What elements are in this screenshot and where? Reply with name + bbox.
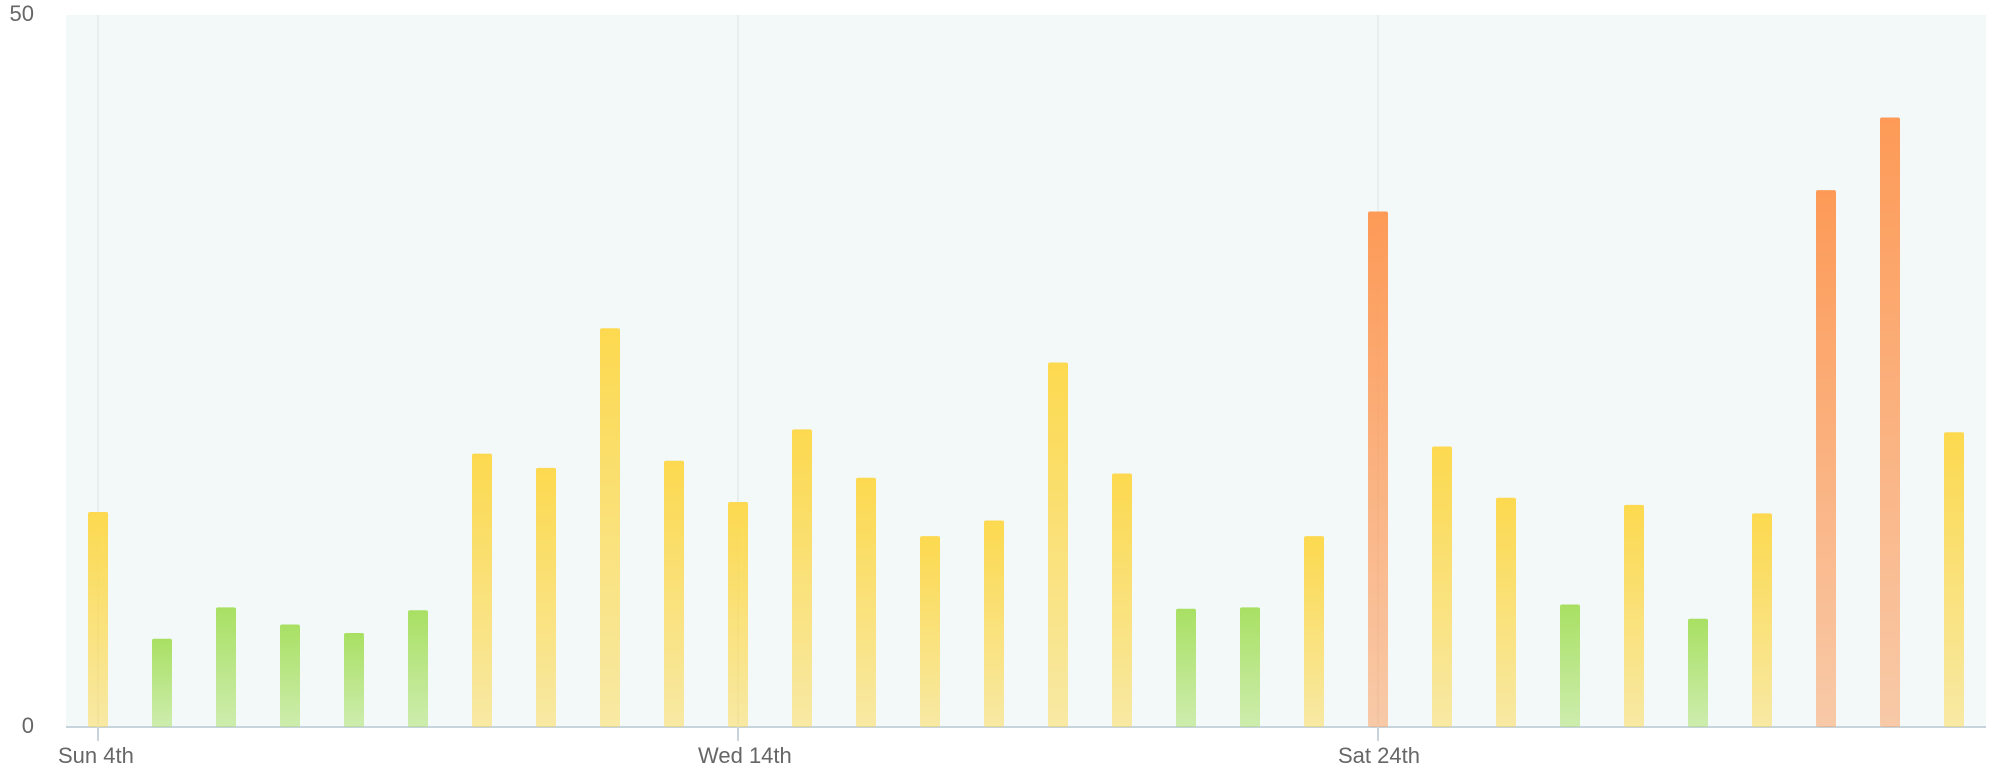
bar	[856, 477, 876, 727]
bar	[920, 536, 940, 727]
bar	[88, 511, 108, 727]
bar	[1944, 432, 1964, 727]
bar	[472, 453, 492, 727]
y-tick-label: 50	[10, 1, 34, 26]
bar	[1752, 513, 1772, 727]
bar	[984, 520, 1004, 727]
bar	[1240, 607, 1260, 727]
bar	[1880, 117, 1900, 727]
bar	[280, 624, 300, 727]
plot-background	[66, 15, 1986, 727]
bar	[152, 638, 172, 727]
bar	[344, 633, 364, 727]
bar	[408, 610, 428, 727]
x-tick-label: Sun 4th	[58, 743, 134, 768]
bar	[1112, 473, 1132, 727]
bar	[600, 328, 620, 727]
bar	[728, 502, 748, 727]
x-tick-label: Sat 24th	[1338, 743, 1420, 768]
bar	[1304, 536, 1324, 727]
bar	[1688, 618, 1708, 727]
bar	[1816, 190, 1836, 728]
x-tick-label: Wed 14th	[698, 743, 792, 768]
bar	[792, 429, 812, 727]
bar	[1368, 211, 1388, 728]
bar	[1432, 446, 1452, 727]
bar	[1624, 504, 1644, 727]
y-tick-label: 0	[22, 713, 34, 738]
bar	[216, 607, 236, 727]
bar	[1048, 362, 1068, 727]
bar	[1560, 604, 1580, 727]
bar	[1496, 497, 1516, 727]
bar	[1176, 608, 1196, 727]
bar	[536, 467, 556, 727]
bar	[664, 460, 684, 727]
